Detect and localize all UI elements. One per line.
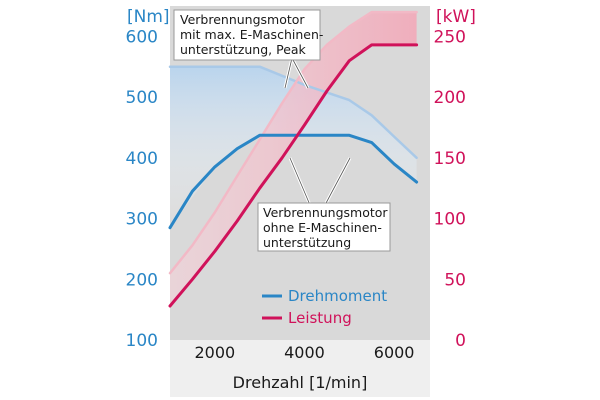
y-right-tick-label: 0 xyxy=(455,331,466,351)
power-peak-line xyxy=(168,10,418,275)
x-tick-label: 2000 xyxy=(194,343,235,362)
callout-peak-box xyxy=(173,9,321,61)
x-tick-label: 4000 xyxy=(284,343,325,362)
torque-boost-area xyxy=(170,66,417,228)
callout-base: Verbrennungsmotor ohne E-Maschinen-unters… xyxy=(257,157,391,252)
callout-base-line: ohne E-Maschinen- xyxy=(263,220,382,235)
y-right-tick-label: 150 xyxy=(434,149,466,169)
torque-line xyxy=(168,133,419,230)
y-right-unit: [kW] xyxy=(436,7,476,27)
y-left-tick-label: 300 xyxy=(126,210,158,230)
callout-peak: Verbrennungsmotor mit max. E-Maschinen-un… xyxy=(173,9,323,89)
callout-base-leader xyxy=(289,157,311,206)
callout-peak-line: unterstützung, Peak xyxy=(180,42,307,57)
legend-label-drehmoment: Drehmoment xyxy=(288,287,387,305)
x-axis-band xyxy=(170,340,430,397)
legend-label-leistung: Leistung xyxy=(288,309,352,327)
plot-background xyxy=(170,6,430,340)
callout-peak-leader xyxy=(291,57,309,89)
y-right-tick-label: 200 xyxy=(434,88,466,108)
callout-peak-line: Verbrennungsmotor xyxy=(180,12,305,27)
callout-peak-leader xyxy=(284,57,293,89)
callout-base-leader xyxy=(324,157,351,206)
y-right-tick-label: 100 xyxy=(434,210,466,230)
fill-layer xyxy=(170,12,417,306)
y-left-tick-label: 500 xyxy=(126,88,158,108)
y-left-tick-label: 400 xyxy=(126,149,158,169)
x-axis-label: Drehzahl [1/min] xyxy=(233,373,368,392)
y-left-unit: [Nm] xyxy=(127,7,170,27)
x-tick-label: 6000 xyxy=(374,343,415,362)
callout-base-box xyxy=(257,202,391,252)
y-right-tick-label: 50 xyxy=(444,270,466,290)
callout-base-line: Verbrennungsmotor xyxy=(263,205,388,220)
y-right-tick-label: 250 xyxy=(434,27,466,47)
power-line xyxy=(168,43,419,308)
y-left-tick-label: 100 xyxy=(126,331,158,351)
legend: Drehmoment Leistung xyxy=(262,287,387,327)
y-left-tick-label: 600 xyxy=(126,27,158,47)
y-left-tick-label: 200 xyxy=(126,270,158,290)
callout-peak-line: mit max. E-Maschinen- xyxy=(180,27,323,42)
line-layer xyxy=(168,10,419,308)
callout-base-line: unterstützung xyxy=(263,235,351,250)
power-boost-area xyxy=(170,12,417,306)
